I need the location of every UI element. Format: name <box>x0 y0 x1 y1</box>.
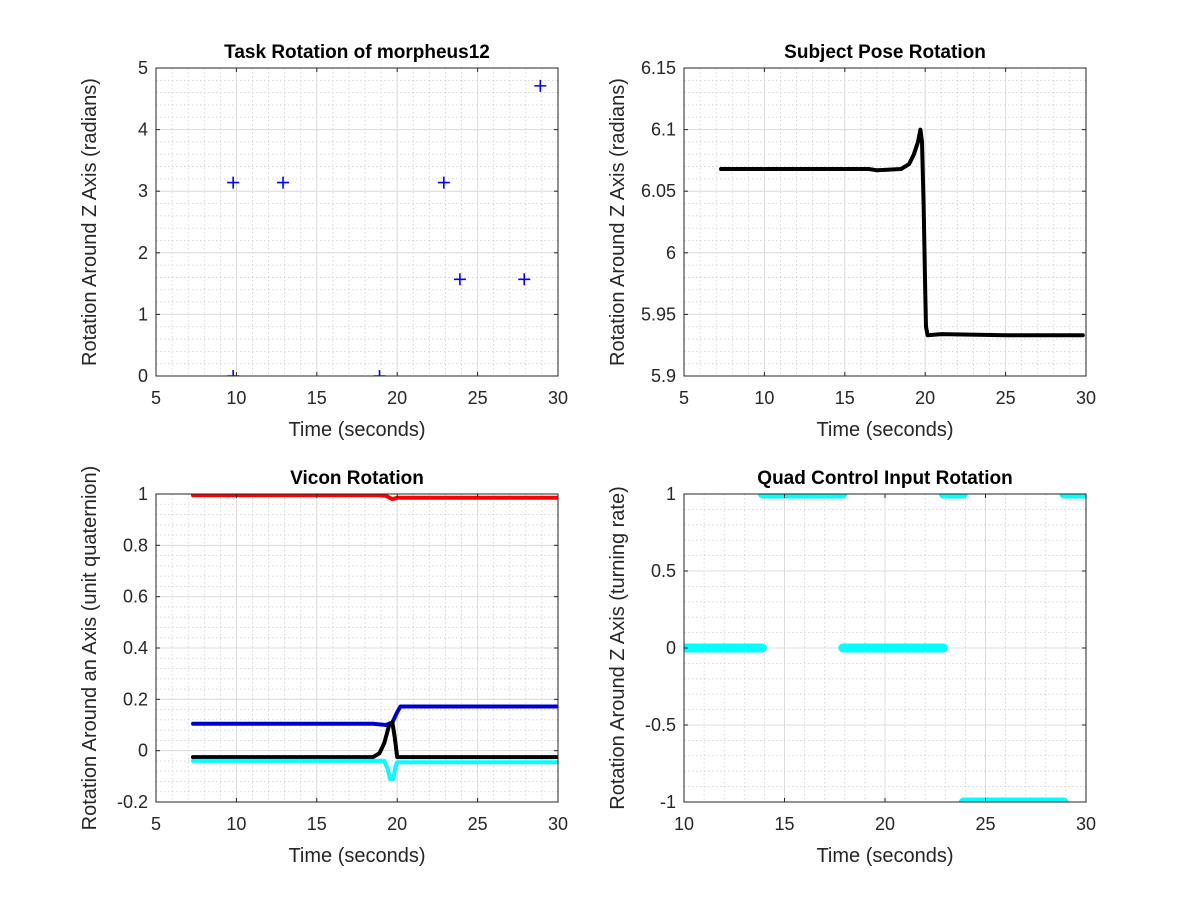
y-tick-label: 2 <box>138 243 148 263</box>
tick-labels: 5 10 15 20 25 30 5.9 5.95 6 6.05 6.1 6.15 <box>641 58 1096 408</box>
y-tick-label: 0 <box>138 741 148 761</box>
y-tick-label: 3 <box>138 181 148 201</box>
x-tick-label: 25 <box>468 388 488 408</box>
x-tick-label: 25 <box>975 814 995 834</box>
series-1 <box>684 494 1086 802</box>
y-axis-label: Rotation Around Z Axis (radians) <box>79 78 101 366</box>
tick-labels: 5 10 15 20 25 30 0 1 2 3 4 5 <box>138 58 568 408</box>
data-point <box>534 79 547 92</box>
x-axis-label: Time (seconds) <box>816 419 953 441</box>
tick-labels: 10 15 20 25 30 -1 -0.5 0 0.5 1 <box>645 484 1096 834</box>
x-tick-label: 25 <box>468 814 488 834</box>
x-tick-label: 15 <box>307 388 327 408</box>
x-axis-label: Time (seconds) <box>816 845 953 867</box>
y-tick-label: 6 <box>666 243 676 263</box>
x-axis-label: Time (seconds) <box>288 845 425 867</box>
x-tick-label: 10 <box>226 388 246 408</box>
y-tick-label: -1 <box>660 792 676 812</box>
chart-task: 5 10 15 20 25 30 0 1 2 3 4 5 Task Rotation of morphe… <box>79 42 568 441</box>
x-tick-label: 5 <box>679 388 689 408</box>
y-axis-label: Rotation Around an Axis (unit quaternion… <box>79 466 101 831</box>
x-tick-label: 30 <box>548 814 568 834</box>
y-axis-label: Rotation Around Z Axis (turning rate) <box>607 486 629 810</box>
x-tick-label: 30 <box>1076 814 1096 834</box>
chart-title: Task Rotation of morpheus12 <box>224 42 490 63</box>
data-point <box>453 273 466 286</box>
y-tick-label: 0.6 <box>123 587 148 607</box>
y-tick-label: 0.2 <box>123 689 148 709</box>
chart-title: Vicon Rotation <box>290 468 424 489</box>
chart-title: Quad Control Input Rotation <box>757 468 1012 489</box>
y-tick-label: 6.15 <box>641 58 676 78</box>
series-4 <box>191 758 558 781</box>
y-tick-label: 0 <box>138 366 148 386</box>
y-tick-label: 1 <box>666 484 676 504</box>
y-axis-label: Rotation Around Z Axis (radians) <box>607 78 629 366</box>
data-point <box>227 176 240 189</box>
axes-box <box>683 67 1087 377</box>
chart-pose: 5 10 15 20 25 30 5.9 5.95 6 6.05 6.1 6.15 Subject Po… <box>607 42 1096 441</box>
x-tick-label: 30 <box>548 388 568 408</box>
y-tick-label: 5.9 <box>651 366 676 386</box>
x-axis-label: Time (seconds) <box>288 419 425 441</box>
axes-box <box>155 67 559 377</box>
series-line <box>191 494 558 502</box>
plot-area <box>227 79 547 376</box>
data-point <box>277 176 290 189</box>
y-tick-label: 5 <box>138 58 148 78</box>
y-tick-label: 1 <box>138 304 148 324</box>
x-tick-label: 20 <box>875 814 895 834</box>
series-1 <box>191 494 558 502</box>
series-line <box>191 758 558 781</box>
x-tick-label: 20 <box>387 388 407 408</box>
x-tick-label: 20 <box>387 814 407 834</box>
data-point <box>227 370 240 376</box>
series-1 <box>227 79 547 376</box>
data-point <box>373 370 386 376</box>
y-tick-label: 5.95 <box>641 304 676 324</box>
y-tick-label: 0.4 <box>123 638 148 658</box>
series-line <box>191 720 558 760</box>
x-tick-label: 15 <box>835 388 855 408</box>
plot-area <box>719 127 1085 338</box>
y-tick-label: 0 <box>666 638 676 658</box>
y-tick-label: 0.8 <box>123 535 148 555</box>
chart-quad: 10 15 20 25 30 -1 -0.5 0 0.5 1 Quad Control Input … <box>607 468 1096 867</box>
x-tick-label: 15 <box>774 814 794 834</box>
y-tick-label: -0.5 <box>645 715 676 735</box>
tick-labels: 5 10 15 20 25 30 -0.2 0 0.2 0.4 0.6 0.8 1 <box>117 484 568 834</box>
y-tick-label: 6.05 <box>641 181 676 201</box>
x-tick-label: 5 <box>151 388 161 408</box>
series-1 <box>719 127 1085 338</box>
x-tick-label: 10 <box>674 814 694 834</box>
series-line <box>719 127 1085 338</box>
x-tick-label: 20 <box>915 388 935 408</box>
data-point <box>437 176 450 189</box>
x-tick-label: 30 <box>1076 388 1096 408</box>
y-tick-label: 6.1 <box>651 120 676 140</box>
y-tick-label: 1 <box>138 484 148 504</box>
y-tick-label: 4 <box>138 120 148 140</box>
plot-area <box>191 494 558 781</box>
data-point <box>518 273 531 286</box>
chart-title: Subject Pose Rotation <box>784 42 986 63</box>
y-tick-label: 0.5 <box>651 561 676 581</box>
series-3 <box>191 720 558 760</box>
x-tick-label: 10 <box>754 388 774 408</box>
x-tick-label: 15 <box>307 814 327 834</box>
x-tick-label: 25 <box>996 388 1016 408</box>
plot-area <box>684 494 1086 802</box>
x-tick-label: 10 <box>226 814 246 834</box>
chart-vicon: 5 10 15 20 25 30 -0.2 0 0.2 0.4 0.6 0.8 1 Vicon Rotat… <box>79 466 568 867</box>
x-tick-label: 5 <box>151 814 161 834</box>
y-tick-label: -0.2 <box>117 792 148 812</box>
